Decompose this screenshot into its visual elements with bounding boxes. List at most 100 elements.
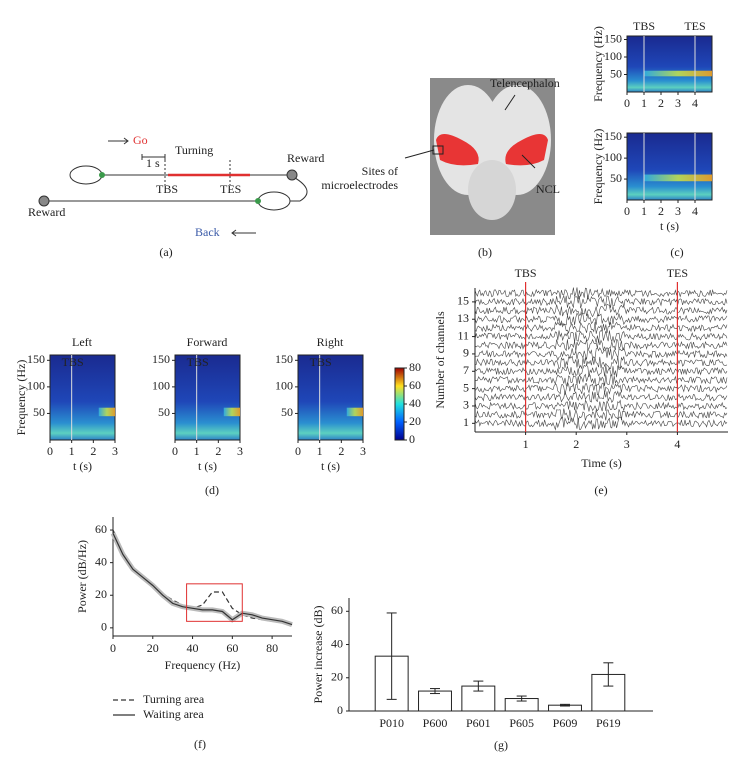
y-axis-label: Power (dB/Hz) <box>75 540 89 613</box>
x-tick-label: 1 <box>523 437 529 451</box>
y-axis-label: Frequency (Hz) <box>591 26 605 102</box>
tbs-label: TBS <box>156 182 178 196</box>
y-tick-label: 100 <box>152 379 170 393</box>
x-tick-label: P605 <box>509 716 534 730</box>
trace <box>474 364 728 378</box>
trace <box>474 287 728 300</box>
y-tick-label: 9 <box>463 346 469 360</box>
y-tick-label: 100 <box>604 49 622 63</box>
x-tick-label: P619 <box>596 716 621 730</box>
y-tick-label: 150 <box>275 352 293 366</box>
spectrogram-band <box>98 407 115 417</box>
event-label: TES <box>684 19 705 33</box>
tes-label: TES <box>220 182 241 196</box>
x-tick-label: P609 <box>553 716 578 730</box>
x-tick-label: 2 <box>658 96 664 110</box>
x-tick-label: 0 <box>295 444 301 458</box>
trace <box>474 321 728 334</box>
x-tick-label: P600 <box>423 716 448 730</box>
sites-label: Sites of <box>362 164 398 178</box>
x-tick-label: 3 <box>675 204 681 218</box>
x-tick-label: 1 <box>641 96 647 110</box>
y-tick-label: 0 <box>101 620 107 634</box>
x-axis-label: t (s) <box>198 459 217 473</box>
x-tick-label: 0 <box>172 444 178 458</box>
event-label: TBS <box>633 19 655 33</box>
caption: (g) <box>494 738 508 752</box>
x-tick-label: 20 <box>147 641 159 655</box>
x-axis-label: Frequency (Hz) <box>165 658 241 672</box>
x-tick-label: 0 <box>624 204 630 218</box>
colorbar-tick-label: 0 <box>409 432 415 446</box>
reward-label: Reward <box>287 151 324 165</box>
y-axis-label: Power increase (dB) <box>311 606 325 704</box>
y-axis-label: Frequency (Hz) <box>14 360 28 436</box>
x-tick-label: 3 <box>237 444 243 458</box>
x-tick-label: 40 <box>187 641 199 655</box>
panel-title: Left <box>72 335 93 349</box>
spectrogram <box>174 354 241 441</box>
spectrogram-band <box>644 70 712 77</box>
trace <box>474 408 728 421</box>
panel-title: Right <box>317 335 344 349</box>
go-label: Go <box>133 133 148 147</box>
spectrogram <box>297 354 364 441</box>
y-tick-label: 20 <box>95 587 107 601</box>
trace <box>474 347 728 362</box>
colorbar-tick-label: 40 <box>409 396 421 410</box>
y-tick-label: 5 <box>463 380 469 394</box>
x-axis-label: t (s) <box>321 459 340 473</box>
trace <box>474 294 728 309</box>
spectrogram <box>49 354 116 441</box>
y-tick-label: 150 <box>27 352 45 366</box>
ncl-label: NCL <box>536 182 560 196</box>
caption: (b) <box>478 245 492 259</box>
event-label: TES <box>667 266 688 280</box>
x-tick-label: 1 <box>317 444 323 458</box>
y-tick-label: 1 <box>463 415 469 429</box>
x-tick-label: 4 <box>692 96 698 110</box>
caption: (d) <box>205 483 219 497</box>
panel-a-drawing <box>38 137 308 237</box>
trace <box>474 312 728 326</box>
x-tick-label: 2 <box>658 204 664 218</box>
legend-label: Waiting area <box>143 707 204 721</box>
back-label: Back <box>195 225 220 239</box>
x-tick-label: 1 <box>641 204 647 218</box>
trace <box>474 338 728 352</box>
x-tick-label: 2 <box>573 437 579 451</box>
line-band <box>110 532 293 627</box>
trace <box>474 330 728 344</box>
spectrogram-band <box>644 174 712 182</box>
trace <box>474 399 728 412</box>
colorbar-tick-label: 80 <box>409 360 421 374</box>
event-label: TBS <box>62 355 84 369</box>
trace <box>474 382 728 396</box>
x-tick-label: 80 <box>266 641 278 655</box>
y-tick-label: 0 <box>337 703 343 717</box>
x-tick-label: P010 <box>379 716 404 730</box>
trace <box>475 355 728 370</box>
caption: (c) <box>670 245 683 259</box>
y-tick-label: 40 <box>95 554 107 568</box>
trace <box>474 303 728 318</box>
y-tick-label: 60 <box>95 522 107 536</box>
x-tick-label: 0 <box>47 444 53 458</box>
y-tick-label: 15 <box>457 294 469 308</box>
colorbar-tick-label: 60 <box>409 378 421 392</box>
line <box>112 533 293 626</box>
x-tick-label: 0 <box>624 96 630 110</box>
y-tick-label: 50 <box>158 405 170 419</box>
legend-label: Turning area <box>143 692 205 706</box>
y-axis-label: Number of channels <box>433 311 447 409</box>
y-tick-label: 60 <box>331 603 343 617</box>
spectrogram-band <box>223 407 240 417</box>
caption: (a) <box>159 245 172 259</box>
y-tick-label: 20 <box>331 670 343 684</box>
y-tick-label: 40 <box>331 636 343 650</box>
x-axis-label: t (s) <box>73 459 92 473</box>
x-tick-label: 2 <box>90 444 96 458</box>
turning-label: Turning <box>175 143 213 157</box>
spectrogram <box>626 132 713 201</box>
